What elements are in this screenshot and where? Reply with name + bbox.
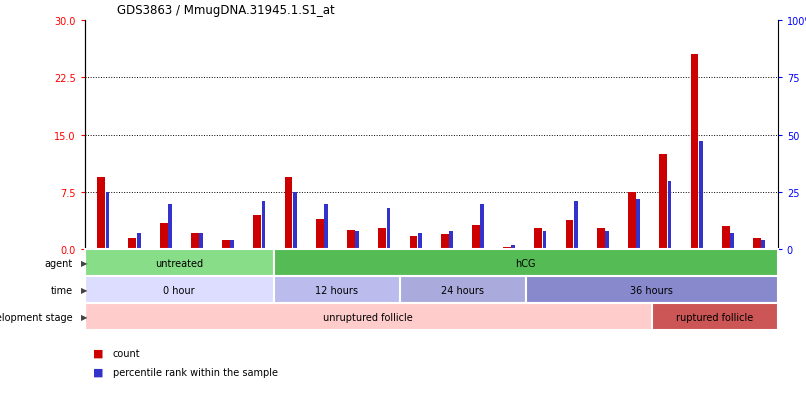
Bar [168,204,172,250]
Bar [667,181,671,250]
Text: ▶: ▶ [81,259,87,268]
Bar [480,204,484,250]
Text: ▶: ▶ [81,286,87,294]
Bar [285,177,293,250]
Bar [512,245,515,250]
Text: time: time [51,285,73,295]
Bar [253,216,261,250]
Bar [85,277,274,304]
Bar [293,192,297,250]
Bar [659,154,667,250]
Bar [441,235,448,250]
Bar [691,55,698,250]
Bar [98,177,105,250]
Bar [347,231,355,250]
Text: 36 hours: 36 hours [630,285,673,295]
Bar [199,234,203,250]
Bar [160,223,168,250]
Text: ■: ■ [93,367,103,377]
Bar [387,209,390,250]
Bar [418,234,422,250]
Bar [472,225,480,250]
Bar [534,228,542,250]
Bar [378,228,386,250]
Text: ▶: ▶ [81,313,87,321]
Bar [566,221,573,250]
Text: development stage: development stage [0,312,73,322]
Bar [274,250,778,277]
Text: hCG: hCG [516,258,536,268]
Bar [652,304,778,330]
Text: 12 hours: 12 hours [315,285,358,295]
Bar [262,202,265,250]
Bar [542,232,546,250]
Bar [628,192,636,250]
Bar [274,277,400,304]
Bar [231,241,235,250]
Bar [400,277,526,304]
Bar [128,238,136,250]
Bar [449,232,453,250]
Bar [761,241,765,250]
Text: ruptured follicle: ruptured follicle [676,312,754,322]
Text: percentile rank within the sample: percentile rank within the sample [113,367,278,377]
Bar [191,233,199,250]
Bar [574,202,578,250]
Bar [409,236,418,250]
Bar [721,227,729,250]
Bar [137,234,140,250]
Bar [637,199,640,250]
Bar [753,238,761,250]
Bar [526,277,778,304]
Bar [85,250,274,277]
Bar [324,204,328,250]
Text: unruptured follicle: unruptured follicle [323,312,413,322]
Text: count: count [113,348,140,358]
Bar [85,304,652,330]
Bar [355,232,359,250]
Text: ■: ■ [93,348,103,358]
Text: untreated: untreated [155,258,203,268]
Text: 24 hours: 24 hours [441,285,484,295]
Bar [605,232,609,250]
Text: agent: agent [44,258,73,268]
Bar [503,247,511,250]
Bar [106,192,110,250]
Text: 0 hour: 0 hour [164,285,195,295]
Bar [699,142,703,250]
Bar [597,228,604,250]
Text: GDS3863 / MmugDNA.31945.1.S1_at: GDS3863 / MmugDNA.31945.1.S1_at [117,4,334,17]
Bar [222,241,230,250]
Bar [730,234,733,250]
Bar [316,219,324,250]
